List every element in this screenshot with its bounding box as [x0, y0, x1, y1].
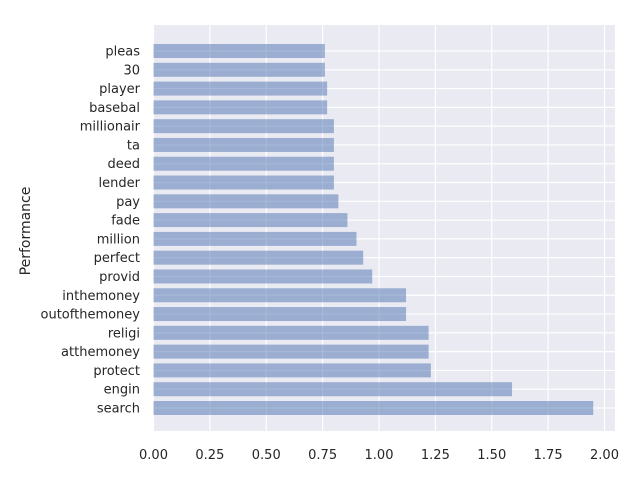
y-tick-label: pleas [105, 45, 140, 60]
x-tick-labels: 0.00 0.25 0.50 0.75 1.00 1.25 1.50 1.75 2.00 [139, 448, 619, 463]
bar-30 [153, 62, 325, 77]
bar-million [153, 231, 357, 246]
y-tick-label: 30 [123, 63, 140, 78]
y-tick-label: basebal [89, 101, 140, 116]
y-tick-label: outofthemoney [41, 308, 141, 323]
x-tick-label: 0.50 [252, 448, 281, 463]
bar-perfect [153, 250, 364, 265]
bar-basebal [153, 100, 328, 115]
y-tick-label: fade [111, 214, 140, 229]
x-tick-label: 0.25 [195, 448, 224, 463]
y-axis-label: Performance [18, 187, 34, 276]
y-tick-label: ta [127, 138, 140, 153]
bar-outofthemoney [153, 307, 407, 322]
bar-fade [153, 213, 348, 228]
x-tick-label: 0.00 [139, 448, 168, 463]
y-tick-label: atthemoney [61, 345, 140, 360]
y-tick-label: protect [93, 364, 140, 379]
x-tick-label: 0.75 [308, 448, 337, 463]
y-tick-label: inthemoney [62, 289, 140, 304]
bar-search [153, 401, 594, 415]
bar-pay [153, 194, 339, 209]
bar-inthemoney [153, 288, 407, 303]
bar-pleas [153, 44, 325, 58]
bar-ta [153, 137, 334, 152]
y-tick-label: millionair [80, 120, 141, 135]
bar-deed [153, 156, 334, 171]
y-tick-label: player [99, 82, 141, 97]
x-tick-label: 1.25 [421, 448, 450, 463]
bar-protect [153, 363, 431, 378]
bar-religi [153, 325, 429, 340]
bars [153, 44, 594, 415]
bar-player [153, 81, 328, 96]
y-tick-label: lender [99, 176, 141, 191]
y-tick-label: deed [108, 157, 141, 172]
bar-engin [153, 382, 513, 397]
x-tick-label: 2.00 [590, 448, 619, 463]
y-tick-label: perfect [94, 251, 140, 266]
y-tick-label: search [97, 402, 140, 417]
x-tick-label: 1.00 [365, 448, 394, 463]
bar-provid [153, 269, 373, 284]
bar-atthemoney [153, 344, 429, 359]
y-tick-label: engin [104, 383, 140, 398]
x-tick-label: 1.75 [534, 448, 563, 463]
y-tick-label: million [97, 232, 140, 247]
x-tick-label: 1.50 [477, 448, 506, 463]
y-tick-label: provid [99, 270, 140, 285]
bar-millionair [153, 119, 334, 134]
bar-lender [153, 175, 334, 190]
y-tick-labels: search engin protect atthemoney religi outoft… [41, 45, 141, 417]
y-tick-label: pay [116, 195, 140, 210]
y-tick-label: religi [108, 326, 140, 341]
